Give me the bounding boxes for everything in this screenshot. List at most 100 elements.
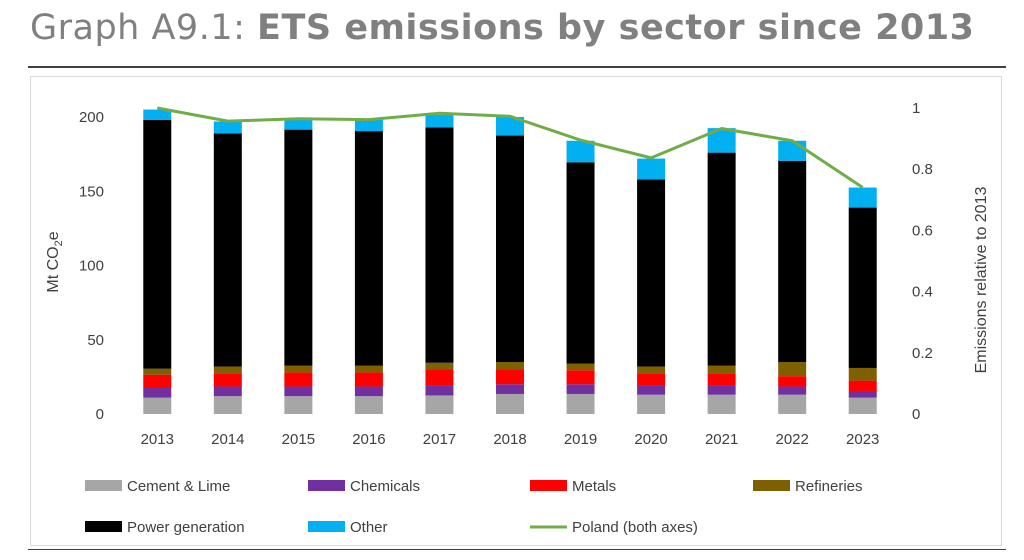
y2-tick-label: 0 bbox=[912, 406, 920, 423]
bar-2016-s4 bbox=[354, 131, 383, 366]
bar-2022-s1 bbox=[778, 386, 807, 395]
x-tick-label: 2020 bbox=[634, 431, 667, 448]
legend-label: Cement & Lime bbox=[127, 478, 230, 495]
x-axis-ticks: 2013 2014 2015 2016 2017 2018 2019 2020 2021 2022… bbox=[141, 431, 880, 448]
legend-label: Chemicals bbox=[350, 478, 420, 495]
bar-2020-s2 bbox=[637, 373, 666, 386]
title-main: ETS emissions by sector since 2013 bbox=[257, 8, 975, 48]
bar-2023-s2 bbox=[848, 380, 877, 391]
bar-2022-s5 bbox=[778, 140, 807, 161]
legend-item: Refineries bbox=[753, 478, 863, 495]
y2-axis-label: Emissions relative to 2013 bbox=[973, 187, 990, 374]
bar-2020-s0 bbox=[637, 394, 666, 414]
bar-2020-s4 bbox=[637, 179, 666, 367]
bar-2013-s4 bbox=[143, 119, 172, 369]
bar-2021-s0 bbox=[707, 394, 736, 414]
bar-2022-s2 bbox=[778, 376, 807, 387]
y-tick-label: 0 bbox=[96, 406, 104, 423]
legend-swatch bbox=[85, 480, 122, 491]
bar-2023-s4 bbox=[848, 207, 877, 368]
bar-2014-s3 bbox=[213, 366, 242, 374]
x-tick-label: 2023 bbox=[846, 431, 879, 448]
bar-2016-s2 bbox=[354, 372, 383, 387]
bar-2015-s3 bbox=[284, 365, 313, 373]
bar-2018-s4 bbox=[496, 135, 524, 363]
x-tick-label: 2021 bbox=[705, 431, 738, 448]
bar-2017-s1 bbox=[425, 385, 454, 396]
chart-frame bbox=[30, 76, 1002, 546]
bar-2015-s5 bbox=[284, 119, 313, 130]
x-tick-label: 2016 bbox=[352, 431, 385, 448]
x-tick-label: 2015 bbox=[282, 431, 315, 448]
bar-2017-s5 bbox=[425, 114, 454, 128]
bar-2020-s3 bbox=[637, 366, 666, 374]
bar-2013-s1 bbox=[143, 388, 172, 398]
y-tick-label: 50 bbox=[87, 332, 104, 349]
bar-2019-s0 bbox=[566, 393, 595, 414]
legend: Cement & Lime Chemicals Metals Refineries Po… bbox=[85, 478, 863, 536]
bar-2014-s2 bbox=[213, 373, 242, 387]
x-tick-label: 2018 bbox=[493, 431, 526, 448]
bar-2013-s3 bbox=[143, 368, 172, 375]
bar-2015-s1 bbox=[284, 386, 313, 397]
bar-2014-s0 bbox=[213, 396, 242, 414]
bar-2018-s0 bbox=[496, 393, 524, 414]
legend-item: Chemicals bbox=[308, 478, 420, 495]
bar-2023-s5 bbox=[848, 187, 877, 208]
bar-2020-s1 bbox=[637, 385, 666, 395]
legend-item: Other bbox=[308, 519, 388, 536]
bar-2022-s4 bbox=[778, 160, 807, 363]
y2-tick-label: 0.2 bbox=[912, 345, 933, 362]
x-tick-label: 2019 bbox=[564, 431, 597, 448]
bar-2018-s5 bbox=[496, 117, 524, 136]
bar-2018-s3 bbox=[496, 362, 524, 370]
axes-layer: 0 50 100 150 200 0 0.2 0.4 0.6 0.8 1 2013 2014 2015… bbox=[45, 100, 990, 448]
bar-2021-s3 bbox=[707, 365, 736, 374]
bar-2015-s4 bbox=[284, 129, 313, 366]
y-label-suffix: e bbox=[45, 231, 62, 240]
bar-2014-s4 bbox=[213, 133, 242, 367]
legend-swatch bbox=[308, 521, 345, 532]
title-rule bbox=[28, 66, 1006, 68]
legend-swatch bbox=[753, 480, 790, 491]
y-label-prefix: Mt CO bbox=[45, 246, 62, 292]
x-tick-label: 2014 bbox=[211, 431, 244, 448]
bar-2014-s1 bbox=[213, 386, 242, 397]
legend-swatch bbox=[308, 480, 345, 491]
y-axis-label: Mt CO2e bbox=[45, 231, 65, 292]
y-tick-label: 200 bbox=[79, 109, 104, 126]
bar-2019-s2 bbox=[566, 370, 595, 385]
y2-tick-label: 0.4 bbox=[912, 284, 933, 301]
legend-swatch bbox=[530, 480, 567, 491]
x-tick-label: 2017 bbox=[423, 431, 456, 448]
bar-2013-s0 bbox=[143, 397, 172, 414]
legend-swatch bbox=[85, 521, 122, 532]
line-layer bbox=[156, 106, 864, 189]
title-lead: Graph A9.1: bbox=[30, 8, 246, 48]
bottom-rule bbox=[28, 549, 1006, 550]
legend-label: Poland (both axes) bbox=[572, 519, 698, 536]
x-tick-label: 2022 bbox=[775, 431, 808, 448]
x-tick-label: 2013 bbox=[141, 431, 174, 448]
y2-tick-label: 0.8 bbox=[912, 161, 933, 178]
bar-layer bbox=[143, 109, 877, 414]
bar-2023-s3 bbox=[848, 367, 877, 381]
chart-title: Graph A9.1: ETS emissions by sector sinc… bbox=[30, 8, 974, 48]
y2-axis-ticks: 0 0.2 0.4 0.6 0.8 1 bbox=[912, 100, 933, 423]
legend-label: Other bbox=[350, 519, 388, 536]
bar-2017-s3 bbox=[425, 362, 454, 370]
bar-2019-s1 bbox=[566, 384, 595, 394]
legend-item: Power generation bbox=[85, 519, 245, 536]
bar-2017-s2 bbox=[425, 369, 454, 386]
bar-2015-s0 bbox=[284, 396, 313, 414]
bar-2022-s0 bbox=[778, 394, 807, 414]
legend-item: Metals bbox=[530, 478, 616, 495]
bar-2015-s2 bbox=[284, 372, 313, 387]
y2-tick-label: 0.6 bbox=[912, 222, 933, 239]
bar-2014-s5 bbox=[213, 121, 242, 134]
bar-2019-s3 bbox=[566, 363, 595, 371]
bar-2019-s4 bbox=[566, 162, 595, 364]
y-label-sub: 2 bbox=[53, 240, 65, 246]
legend-label: Refineries bbox=[795, 478, 863, 495]
